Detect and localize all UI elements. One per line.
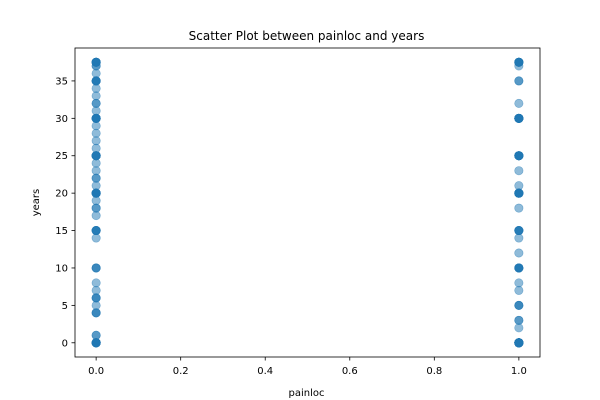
scatter-point: [514, 248, 524, 258]
scatter-point: [91, 196, 101, 206]
scatter-point: [514, 76, 524, 86]
scatter-point: [514, 203, 524, 213]
scatter-points: [91, 57, 524, 348]
scatter-point: [91, 121, 101, 131]
scatter-point: [514, 315, 524, 325]
scatter-point: [91, 143, 101, 153]
x-tick-label: 1.0: [511, 366, 527, 377]
scatter-point: [514, 166, 524, 176]
scatter-point: [514, 233, 524, 243]
scatter-point: [91, 330, 101, 340]
scatter-point: [91, 211, 101, 221]
x-tick-label: 0.8: [426, 366, 442, 377]
x-tick-label: 0.4: [257, 366, 273, 377]
scatter-point: [91, 106, 101, 116]
scatter-point: [91, 98, 101, 108]
scatter-point: [514, 338, 524, 348]
scatter-point: [91, 166, 101, 176]
x-tick-label: 0.6: [342, 366, 358, 377]
plot-frame: [74, 47, 541, 358]
scatter-point: [91, 308, 101, 318]
y-tick-label: 5: [62, 301, 68, 312]
scatter-point: [91, 68, 101, 78]
scatter-point: [91, 293, 101, 303]
scatter-point: [514, 113, 524, 123]
y-tick-label: 30: [55, 114, 68, 125]
scatter-point: [91, 113, 101, 123]
x-axis-ticks: 0.0 0.2 0.4 0.6 0.8 1.0: [88, 357, 527, 377]
y-tick-label: 15: [55, 226, 68, 237]
y-axis-label: years: [31, 189, 42, 217]
y-axis-ticks: 0 5 10 15 20 25 30 35: [55, 76, 75, 349]
scatter-point: [514, 226, 524, 236]
y-tick-label: 10: [55, 263, 68, 274]
scatter-point: [91, 151, 101, 161]
scatter-point: [514, 98, 524, 108]
scatter-point: [91, 128, 101, 138]
scatter-point: [91, 226, 101, 236]
scatter-point: [91, 76, 101, 86]
scatter-point: [91, 338, 101, 348]
scatter-point: [91, 300, 101, 310]
y-tick-label: 0: [62, 338, 68, 349]
scatter-point: [514, 57, 524, 67]
scatter-point: [514, 285, 524, 295]
scatter-point: [514, 323, 524, 333]
scatter-point: [91, 188, 101, 198]
scatter-point: [91, 83, 101, 93]
x-axis-label: painloc: [289, 388, 325, 399]
y-tick-label: 35: [55, 76, 68, 87]
scatter-point: [514, 151, 524, 161]
scatter-point: [91, 136, 101, 146]
scatter-point: [91, 173, 101, 183]
scatter-point: [514, 263, 524, 273]
scatter-point: [91, 263, 101, 273]
scatter-point: [514, 181, 524, 191]
x-tick-label: 0.0: [88, 366, 104, 377]
y-tick-label: 25: [55, 151, 68, 162]
scatter-point: [91, 233, 101, 243]
scatter-point: [514, 188, 524, 198]
scatter-point: [91, 285, 101, 295]
scatter-point: [91, 57, 101, 67]
scatter-point: [91, 181, 101, 191]
scatter-point: [514, 278, 524, 288]
scatter-point: [91, 91, 101, 101]
scatter-point: [514, 300, 524, 310]
y-tick-label: 20: [55, 189, 68, 200]
scatter-point: [91, 203, 101, 213]
chart-title: Scatter Plot between painloc and years: [189, 29, 425, 43]
scatter-point: [91, 278, 101, 288]
x-tick-label: 0.2: [173, 366, 189, 377]
scatter-point: [91, 158, 101, 168]
